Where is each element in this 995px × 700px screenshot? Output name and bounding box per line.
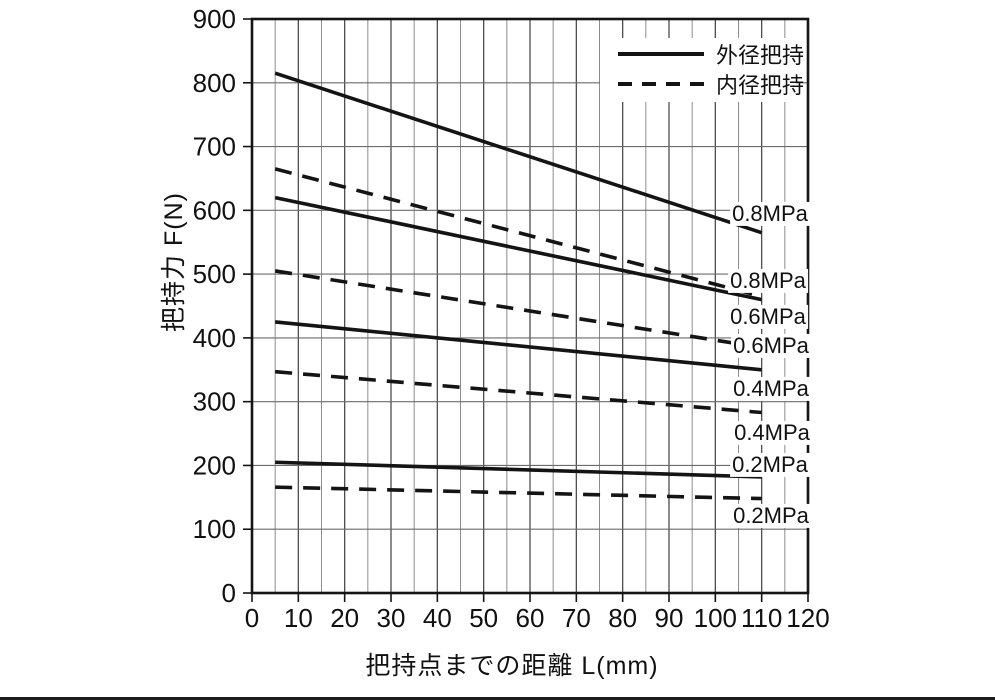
series-solid-0.4mpa (274, 320, 762, 372)
y-tick-label: 200 (193, 450, 236, 480)
x-tick-label: 70 (562, 603, 591, 633)
y-tick-label: 700 (193, 132, 236, 162)
x-tick-label: 0 (245, 603, 259, 633)
legend-item-solid: 外径把持 (602, 41, 804, 68)
x-tick-label: 90 (655, 603, 684, 633)
y-tick-label: 0 (222, 578, 236, 608)
series-solid-0.6mpa (274, 195, 763, 302)
axis-ticks: 0 10 20 30 40 50 60 70 80 90 100 110 120010020030040… (193, 4, 830, 633)
x-tick-label: 10 (284, 603, 313, 633)
gridlines (252, 19, 808, 593)
series-dashed-0.2mpa (275, 485, 762, 501)
series-dashed-0.4mpa (275, 369, 762, 415)
x-tick-label: 80 (608, 603, 637, 633)
series-dashed-0.8mpa (274, 167, 763, 299)
x-tick-label: 120 (786, 603, 829, 633)
x-tick-label: 100 (694, 603, 737, 633)
legend-label-solid: 外径把持 (716, 43, 805, 69)
y-tick-label: 800 (193, 68, 236, 98)
solid-line-sample (618, 52, 704, 57)
dashed-line-sample (618, 81, 704, 86)
x-tick-label: 60 (516, 603, 545, 633)
x-tick-label: 110 (741, 603, 782, 633)
y-tick-label: 100 (193, 514, 236, 544)
y-tick-label: 900 (193, 4, 236, 34)
image-border-bottom (0, 697, 995, 700)
series-dashed-0.6mpa (274, 269, 762, 350)
y-tick-label: 600 (193, 195, 236, 225)
x-tick-label: 50 (469, 603, 498, 633)
y-tick-label: 300 (193, 387, 236, 417)
x-tick-label: 40 (423, 603, 452, 633)
y-axis-title: 把持力 F(N) (160, 192, 188, 332)
legend-label-dashed: 内径把持 (716, 72, 805, 98)
legend-item-dashed: 内径把持 (602, 71, 804, 98)
series-solid-0.8mpa (274, 71, 763, 235)
y-tick-label: 400 (193, 323, 236, 353)
x-tick-label: 20 (330, 603, 359, 633)
series-solid-0.2mpa (275, 460, 762, 479)
y-tick-label: 500 (193, 259, 236, 289)
series-lines (274, 71, 763, 501)
legend: 外径把持 内径把持 (602, 38, 804, 100)
x-tick-label: 30 (377, 603, 406, 633)
x-axis-title: 把持点までの距離 L(mm) (365, 652, 659, 680)
